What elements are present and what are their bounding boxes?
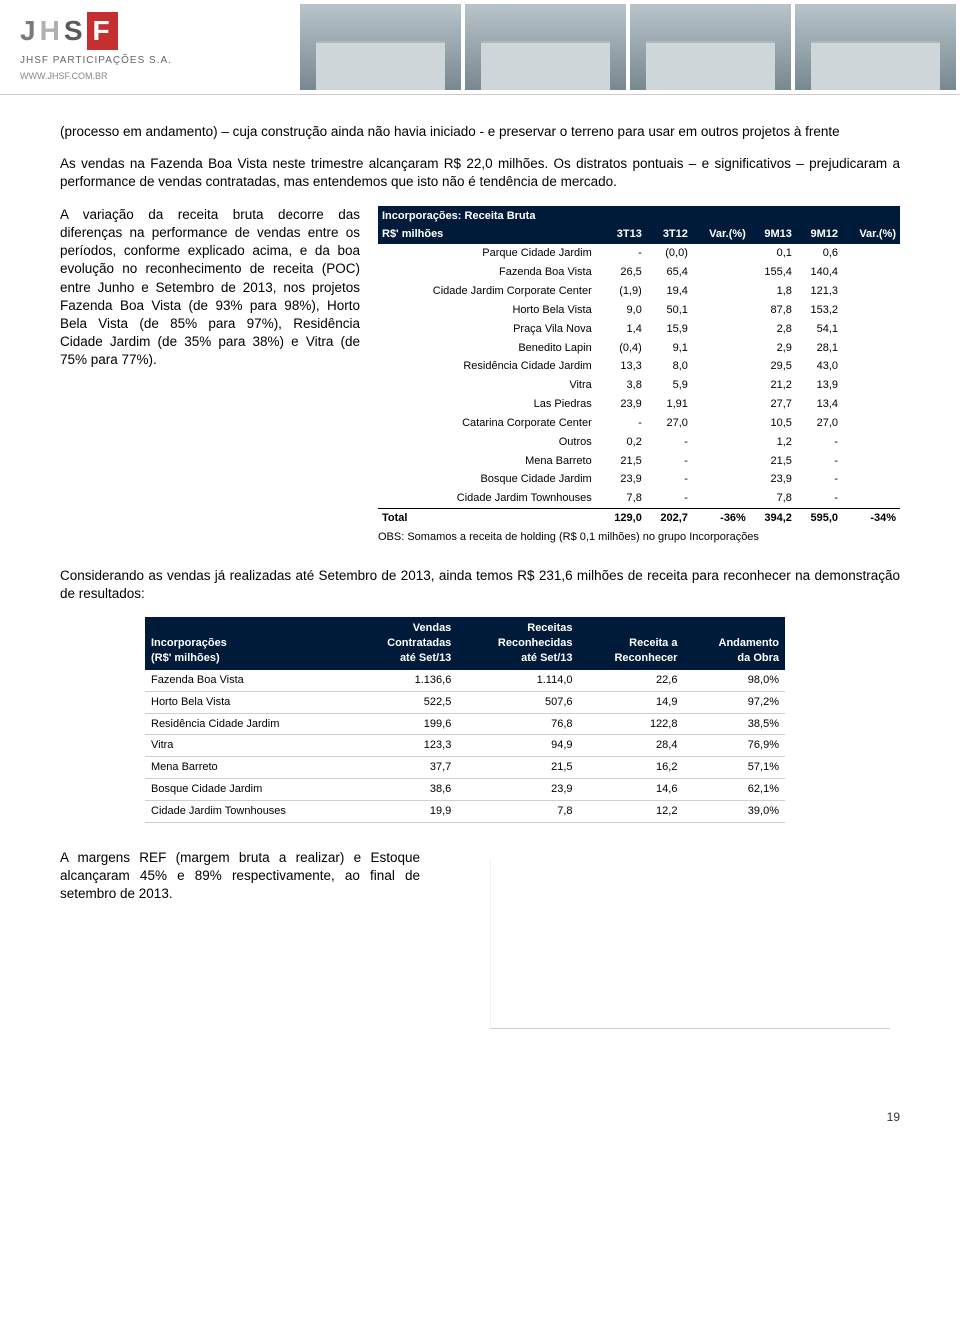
t2-h1: Incorporações(R$' milhões)	[145, 617, 351, 670]
logo-block: JHSF JHSF PARTICIPAÇÕES S.A. WWW.JHSF.CO…	[0, 0, 300, 94]
table-row: Fazenda Boa Vista26,565,4155,4140,4	[378, 263, 900, 282]
t1-h-0: 3T13	[600, 224, 646, 245]
table-row: Horto Bela Vista522,5507,614,997,2%	[145, 691, 785, 713]
banner-img-3	[630, 4, 791, 90]
margins-chart	[450, 849, 900, 1079]
table-row: Benedito Lapin(0,4)9,12,928,1	[378, 339, 900, 358]
table-row: Bosque Cidade Jardim38,623,914,662,1%	[145, 779, 785, 801]
paragraph-2: As vendas na Fazenda Boa Vista neste tri…	[60, 155, 900, 191]
bottom-text: A margens REF (margem bruta a realizar) …	[60, 849, 420, 904]
chart-area	[490, 859, 890, 1029]
text-table-row: A variação da receita bruta decorre das …	[60, 206, 900, 545]
logo-main: JHSF	[20, 12, 280, 50]
table-2-wrap: Incorporações(R$' milhões) VendasContrat…	[145, 617, 785, 822]
banner-img-4	[795, 4, 956, 90]
page-number: 19	[0, 1089, 960, 1155]
t1-h-3: 9M13	[750, 224, 796, 245]
banner-img-1	[300, 4, 461, 90]
t2-h3: ReceitasReconhecidasaté Set/13	[457, 617, 578, 670]
table-row: Las Piedras23,91,9127,713,4	[378, 395, 900, 414]
table-row: Praça Vila Nova1,415,92,854,1	[378, 320, 900, 339]
t1-obs: OBS: Somamos a receita de holding (R$ 0,…	[378, 530, 900, 545]
logo-subtitle: JHSF PARTICIPAÇÕES S.A.	[20, 54, 280, 68]
table-row: Vitra3,85,921,213,9	[378, 376, 900, 395]
table-row: Horto Bela Vista9,050,187,8153,2	[378, 301, 900, 320]
t1-title: Incorporações: Receita Bruta	[378, 206, 900, 224]
t2-h2: VendasContratadasaté Set/13	[351, 617, 458, 670]
table-row: Outros0,2-1,2-	[378, 433, 900, 452]
table-row: Mena Barreto37,721,516,257,1%	[145, 757, 785, 779]
table-1-wrap: Incorporações: Receita Bruta R$' milhões…	[378, 206, 900, 545]
table-row: Cidade Jardim Townhouses7,8-7,8-	[378, 489, 900, 508]
table-row: Cidade Jardim Townhouses19,97,812,239,0%	[145, 800, 785, 822]
t1-h-2: Var.(%)	[692, 224, 750, 245]
table-row: Parque Cidade Jardim-(0,0)0,10,6	[378, 244, 900, 263]
paragraph-3: Considerando as vendas já realizadas até…	[60, 567, 900, 603]
table-receita-bruta: Incorporações: Receita Bruta R$' milhões…	[378, 206, 900, 528]
table-row: Vitra123,394,928,476,9%	[145, 735, 785, 757]
t1-h-4: 9M12	[796, 224, 842, 245]
logo-url: WWW.JHSF.COM.BR	[20, 70, 280, 82]
bottom-row: A margens REF (margem bruta a realizar) …	[60, 849, 900, 1079]
paragraph-1: (processo em andamento) – cuja construçã…	[60, 123, 900, 141]
t1-h-5: Var.(%)	[842, 224, 900, 245]
banner-images	[300, 0, 960, 94]
left-paragraph: A variação da receita bruta decorre das …	[60, 206, 360, 370]
page-content: (processo em andamento) – cuja construçã…	[0, 95, 960, 1089]
table-row: Residência Cidade Jardim13,38,029,543,0	[378, 357, 900, 376]
t1-subtitle: R$' milhões	[378, 224, 600, 245]
table-row: Fazenda Boa Vista1.136,61.114,022,698,0%	[145, 670, 785, 691]
t2-h4: Receita aReconhecer	[579, 617, 684, 670]
table-row: Residência Cidade Jardim199,676,8122,838…	[145, 713, 785, 735]
table-row: Mena Barreto21,5-21,5-	[378, 452, 900, 471]
table-row: Catarina Corporate Center-27,010,527,0	[378, 414, 900, 433]
table-row-total: Total129,0202,7-36%394,2595,0-34%	[378, 509, 900, 528]
table-incorporacoes: Incorporações(R$' milhões) VendasContrat…	[145, 617, 785, 822]
table-row: Bosque Cidade Jardim23,9-23,9-	[378, 470, 900, 489]
t2-h5: Andamentoda Obra	[683, 617, 785, 670]
t1-h-1: 3T12	[646, 224, 692, 245]
header-banner: JHSF JHSF PARTICIPAÇÕES S.A. WWW.JHSF.CO…	[0, 0, 960, 95]
banner-img-2	[465, 4, 626, 90]
table-row: Cidade Jardim Corporate Center(1,9)19,41…	[378, 282, 900, 301]
